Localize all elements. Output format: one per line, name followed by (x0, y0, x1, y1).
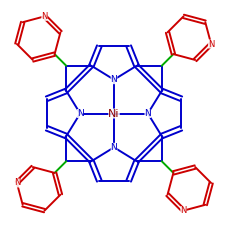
Text: N: N (144, 109, 151, 118)
Text: N: N (76, 109, 83, 118)
Text: Ni: Ni (108, 109, 119, 118)
Text: N: N (180, 206, 186, 215)
Text: N: N (41, 12, 47, 21)
Text: N: N (110, 143, 117, 152)
Text: N: N (110, 75, 117, 84)
Text: N: N (207, 39, 213, 49)
Text: N: N (14, 178, 20, 188)
